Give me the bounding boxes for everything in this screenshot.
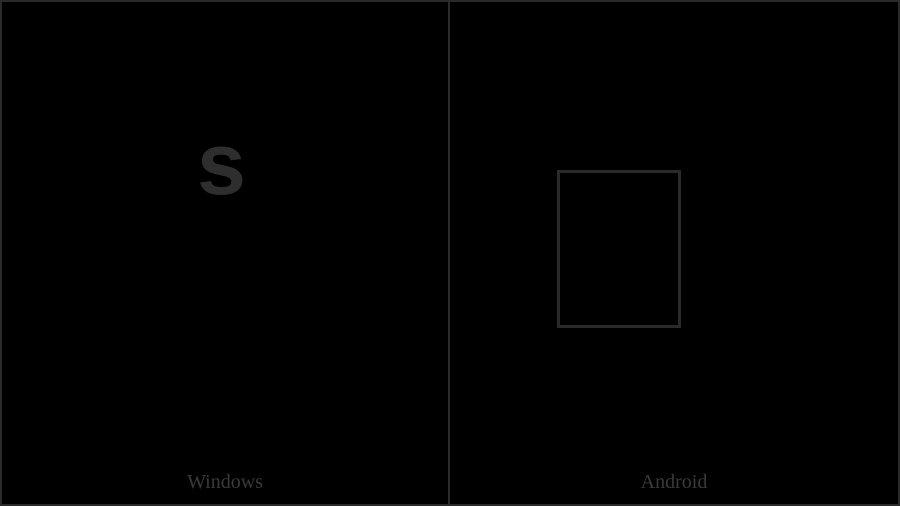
glyph-s: s bbox=[197, 120, 246, 208]
missing-glyph-box bbox=[557, 170, 681, 328]
panel-windows: s Windows bbox=[0, 0, 450, 506]
comparison-container: s Windows Android bbox=[0, 0, 900, 506]
caption-android: Android bbox=[450, 471, 898, 494]
panel-android: Android bbox=[450, 0, 900, 506]
caption-windows: Windows bbox=[2, 471, 448, 494]
